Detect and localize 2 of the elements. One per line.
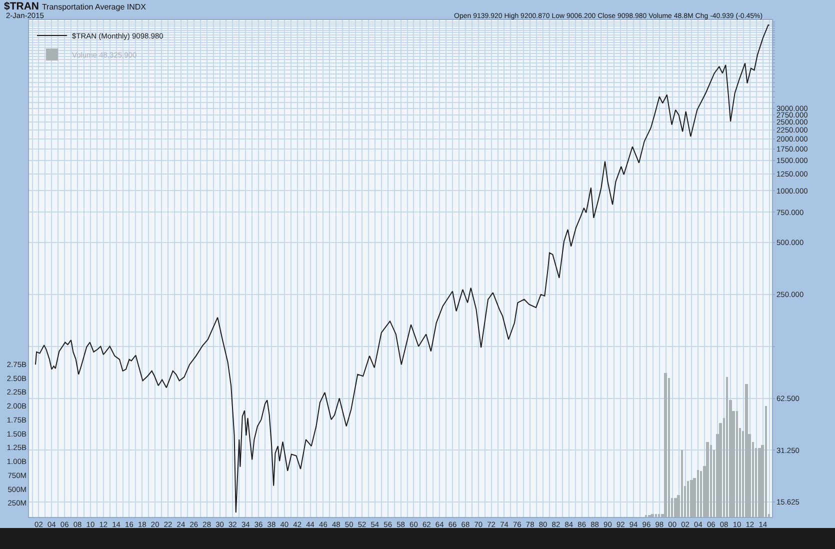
chart-title: $TRAN Transportation Average INDX — [4, 0, 147, 12]
line-series — [34, 24, 770, 513]
